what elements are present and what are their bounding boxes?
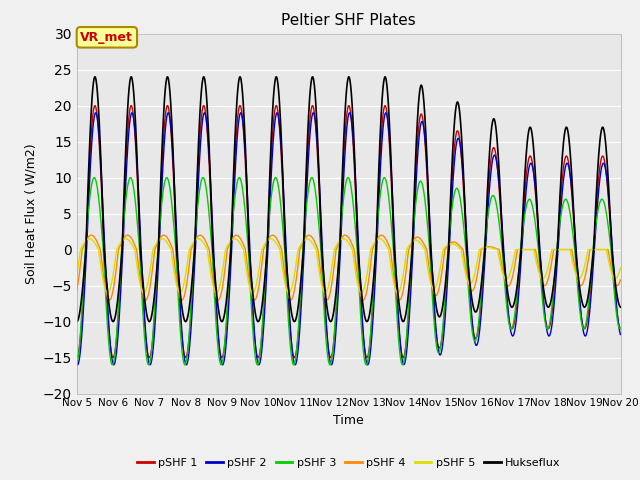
Line: pSHF 2: pSHF 2 (77, 113, 620, 365)
Hukseflux (316, 173, 323, 179)
pSHF 3 (325, 361, 333, 367)
Line: pSHF 3: pSHF 3 (77, 178, 620, 365)
Hukseflux (115, 281, 123, 287)
pSHF 4 (138, 286, 145, 291)
pSHF 2 (325, 354, 333, 360)
Hukseflux (138, 260, 145, 266)
pSHF 3 (90, 175, 98, 180)
Line: Hukseflux: Hukseflux (77, 77, 620, 322)
pSHF 1 (325, 349, 333, 355)
pSHF 4 (73, 288, 81, 293)
pSHF 1 (316, 185, 323, 191)
Hukseflux (383, 79, 390, 85)
pSHF 3 (383, 181, 391, 187)
pSHF 5 (73, 272, 81, 278)
pSHF 3 (305, 189, 312, 194)
pSHF 2 (73, 361, 81, 367)
Text: VR_met: VR_met (81, 31, 133, 44)
pSHF 2 (616, 332, 624, 337)
pSHF 4 (383, 238, 391, 244)
pSHF 1 (73, 355, 81, 360)
Hukseflux (73, 319, 81, 324)
pSHF 5 (104, 290, 111, 296)
pSHF 1 (304, 148, 312, 154)
pSHF 5 (86, 236, 93, 241)
pSHF 1 (616, 326, 624, 332)
pSHF 2 (92, 110, 99, 116)
Hukseflux (616, 304, 624, 310)
pSHF 2 (383, 112, 391, 118)
pSHF 5 (383, 243, 391, 249)
Hukseflux (304, 129, 312, 134)
pSHF 3 (116, 282, 124, 288)
pSHF 2 (316, 181, 323, 187)
Line: pSHF 4: pSHF 4 (77, 235, 620, 300)
pSHF 5 (305, 236, 312, 242)
pSHF 1 (383, 107, 390, 113)
pSHF 2 (74, 362, 81, 368)
pSHF 4 (106, 297, 113, 303)
pSHF 2 (305, 159, 312, 165)
Line: pSHF 1: pSHF 1 (77, 106, 620, 358)
pSHF 1 (138, 267, 145, 273)
pSHF 3 (316, 229, 323, 235)
pSHF 3 (73, 361, 81, 367)
pSHF 5 (325, 280, 333, 286)
Line: pSHF 5: pSHF 5 (77, 239, 620, 293)
pSHF 5 (116, 241, 124, 247)
pSHF 1 (91, 103, 99, 108)
Hukseflux (91, 74, 99, 80)
pSHF 4 (305, 232, 312, 238)
X-axis label: Time: Time (333, 414, 364, 427)
pSHF 4 (616, 277, 624, 283)
Legend: pSHF 1, pSHF 2, pSHF 3, pSHF 4, pSHF 5, Hukseflux: pSHF 1, pSHF 2, pSHF 3, pSHF 4, pSHF 5, … (132, 453, 565, 472)
pSHF 4 (316, 259, 323, 265)
pSHF 5 (616, 265, 624, 271)
pSHF 4 (116, 244, 124, 250)
pSHF 2 (116, 309, 124, 314)
Hukseflux (325, 315, 333, 321)
pSHF 2 (138, 261, 145, 267)
Title: Peltier SHF Plates: Peltier SHF Plates (282, 13, 416, 28)
pSHF 4 (88, 232, 95, 238)
pSHF 4 (325, 294, 333, 300)
pSHF 1 (115, 299, 123, 304)
pSHF 5 (316, 270, 323, 276)
pSHF 3 (616, 326, 624, 332)
pSHF 3 (138, 289, 145, 295)
pSHF 5 (138, 287, 145, 293)
pSHF 3 (109, 362, 116, 368)
Y-axis label: Soil Heat Flux ( W/m2): Soil Heat Flux ( W/m2) (24, 144, 37, 284)
